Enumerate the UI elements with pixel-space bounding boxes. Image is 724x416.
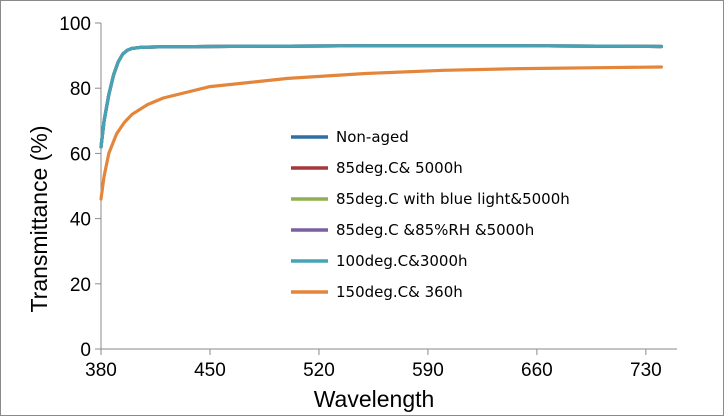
legend-label-5: 100deg.C&3000h: [336, 252, 468, 270]
legend: Non-aged 85deg.C& 5000h 85deg.C with blue …: [291, 128, 570, 301]
legend-label-3: 85deg.C with blue light&5000h: [336, 190, 570, 208]
series-line-6: [99, 65, 664, 201]
x-tick-label: 590: [412, 360, 444, 381]
x-axis-title: Wavelength: [314, 386, 435, 412]
y-axis-title: Transmittance (%): [26, 125, 52, 312]
series-layer: [99, 44, 664, 201]
legend-label-6: 150deg.C& 360h: [336, 283, 463, 301]
series-line-5: [99, 44, 664, 149]
x-tick-label: 730: [630, 360, 662, 381]
legend-label-4: 85deg.C &85%RH &5000h: [336, 221, 534, 239]
y-tick-label: 60: [70, 144, 91, 165]
y-tick-label: 40: [70, 210, 91, 231]
y-tick-label: 100: [59, 14, 91, 35]
y-tick-label: 20: [70, 275, 91, 296]
x-tick-label: 520: [303, 360, 335, 381]
x-axis: 380 450 520 590 660 730: [85, 348, 677, 381]
y-axis: 0 20 40 60 80 100: [59, 14, 102, 361]
y-tick-label: 80: [70, 79, 91, 100]
y-tick-label: 0: [80, 340, 91, 361]
x-tick-label: 660: [521, 360, 553, 381]
x-tick-label: 450: [194, 360, 226, 381]
legend-label-1: Non-aged: [336, 128, 409, 146]
legend-label-2: 85deg.C& 5000h: [336, 159, 463, 177]
x-tick-label: 380: [85, 360, 117, 381]
